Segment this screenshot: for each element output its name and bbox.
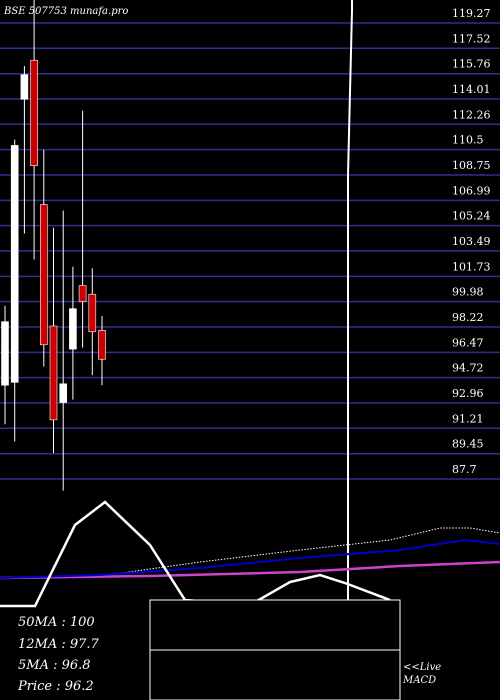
- price-tick-label: 96.47: [452, 336, 484, 349]
- price-tick-label: 115.76: [452, 58, 491, 71]
- candle-body-down: [49, 325, 58, 421]
- ma12-label: 12MA : 97.7: [18, 637, 100, 652]
- macd-label: MACD: [402, 675, 436, 686]
- price-tick-label: 105.24: [452, 210, 491, 223]
- live-label: <<Live: [403, 662, 441, 673]
- price-tick-label: 108.75: [452, 159, 491, 172]
- ema-fast-line: [0, 538, 500, 579]
- candle-body-down: [39, 204, 48, 346]
- candle-body-up: [10, 145, 19, 383]
- candle-body-down: [30, 59, 38, 166]
- price-tick-label: 112.26: [452, 108, 491, 121]
- price-tick-label: 119.27: [452, 7, 491, 20]
- ma50-label: 50MA : 100: [18, 615, 95, 630]
- price-tick-labels: 119.27 117.52 115.76 114.01 112.26 110.5 108.7…: [452, 7, 491, 476]
- price-tick-label: 114.01: [452, 83, 491, 96]
- candle-body-down: [98, 330, 106, 360]
- price-tick-label: 87.7: [452, 463, 477, 476]
- price-tick-label: 110.5: [452, 134, 484, 147]
- candle-body-up: [1, 321, 9, 386]
- price-tick-label: 101.73: [452, 260, 491, 273]
- price-tick-label: 91.21: [452, 412, 484, 425]
- price-tick-label: 89.45: [452, 438, 484, 451]
- price-tick-label: 99.98: [452, 286, 484, 299]
- price-tick-label: 92.96: [452, 387, 484, 400]
- ema-slow-line: [0, 560, 500, 580]
- price-tick-label: 103.49: [452, 235, 491, 248]
- candle-body-up: [20, 74, 29, 100]
- price-label: Price : 96.2: [17, 679, 94, 694]
- candle-body-down: [78, 285, 87, 302]
- candles: [1, 0, 106, 491]
- candle-body-down: [88, 293, 97, 333]
- price-tick-label: 94.72: [452, 362, 484, 375]
- macd-signal-dotted-line: [0, 527, 500, 579]
- candle-body-up: [59, 383, 68, 403]
- price-tick-label: 117.52: [452, 32, 491, 45]
- chart-title: BSE 507753 munafa.pro: [3, 6, 128, 17]
- price-tick-label: 98.22: [452, 311, 484, 324]
- ma5-label: 5MA : 96.8: [18, 658, 91, 673]
- candle-body-up: [69, 308, 77, 350]
- price-tick-label: 106.99: [452, 184, 491, 197]
